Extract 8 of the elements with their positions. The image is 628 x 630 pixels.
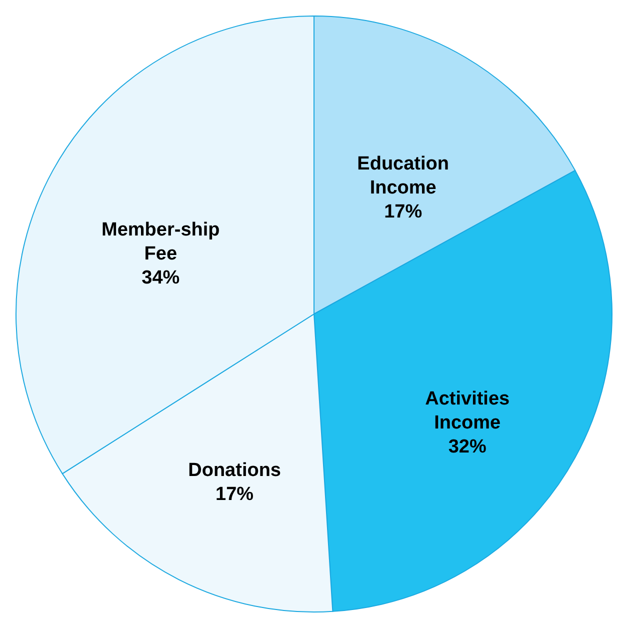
data-label: 32% xyxy=(448,436,486,458)
slice-label: Donations xyxy=(188,460,281,481)
data-label: 17% xyxy=(216,484,254,505)
slice-label: Member-ship Fee xyxy=(102,220,220,265)
data-label: 17% xyxy=(384,201,422,222)
slice-label: Activities Income xyxy=(425,388,510,434)
data-label: 34% xyxy=(142,268,180,289)
slice-label: Education Income xyxy=(357,153,450,198)
